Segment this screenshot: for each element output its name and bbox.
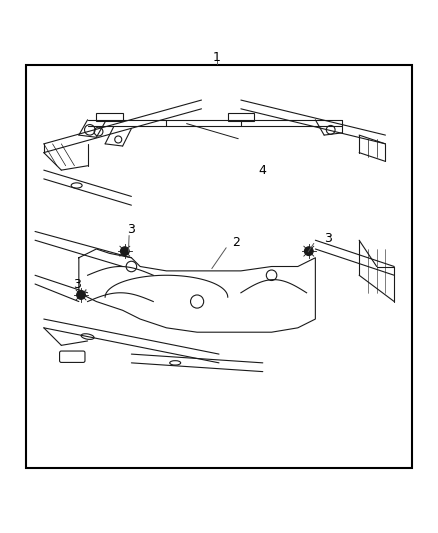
FancyBboxPatch shape: [60, 351, 85, 362]
Bar: [96, 113, 123, 121]
Circle shape: [120, 247, 129, 255]
Bar: [26, 65, 412, 468]
Text: 2: 2: [233, 236, 240, 249]
Text: 3: 3: [325, 231, 332, 245]
Circle shape: [304, 247, 313, 255]
Text: 3: 3: [73, 278, 81, 290]
Text: 1: 1: [213, 51, 221, 63]
Circle shape: [77, 290, 85, 300]
Text: 3: 3: [127, 223, 135, 236]
Text: 4: 4: [259, 164, 267, 176]
Bar: [228, 113, 254, 121]
